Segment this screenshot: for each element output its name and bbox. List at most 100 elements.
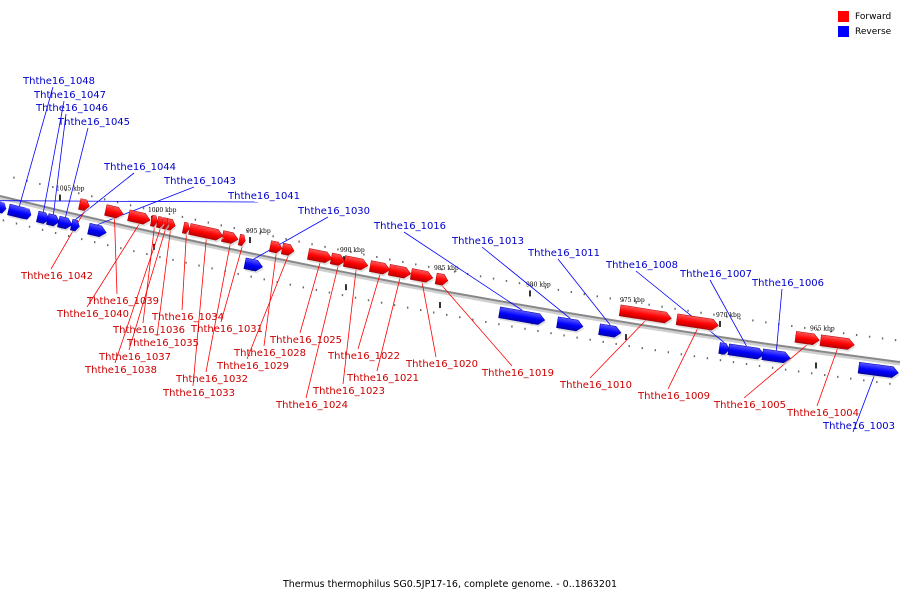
gene-label[interactable]: Ththe16_1010 xyxy=(559,380,632,391)
leader-line xyxy=(305,265,339,399)
gene-ththe16-1031[interactable] xyxy=(237,233,248,248)
gene-label[interactable]: Ththe16_1032 xyxy=(175,374,248,385)
gene-label[interactable]: Ththe16_1035 xyxy=(126,338,199,349)
gene-label[interactable]: Ththe16_1023 xyxy=(312,386,385,397)
gene-ththe16-1023[interactable] xyxy=(342,255,371,274)
gene-ththe16-1042[interactable] xyxy=(78,198,92,214)
gene-ththe16-1030[interactable] xyxy=(243,257,265,275)
gene-label[interactable]: Ththe16_1030 xyxy=(297,206,370,217)
gene-ththe16-1032[interactable] xyxy=(221,230,241,247)
gene-label[interactable]: Ththe16_1003 xyxy=(822,421,895,432)
gene-label[interactable]: Ththe16_1031 xyxy=(190,324,263,335)
gene-label[interactable]: Ththe16_1047 xyxy=(33,90,106,101)
track-dot xyxy=(302,286,305,289)
gene-label[interactable]: Ththe16_1042 xyxy=(20,271,93,282)
track-dot xyxy=(259,232,261,235)
gene-ththe16-1005[interactable] xyxy=(794,331,822,347)
gene-label[interactable]: Ththe16_1009 xyxy=(637,391,710,402)
gene-ththe16-1007[interactable] xyxy=(727,343,767,362)
gene-label[interactable]: Ththe16_1008 xyxy=(605,260,678,271)
gene-ththe16-1047[interactable] xyxy=(36,210,52,227)
gene-ththe16-1038[interactable] xyxy=(155,216,166,231)
track-dot xyxy=(628,345,630,348)
gene-label[interactable]: Ththe16_1022 xyxy=(327,351,400,362)
gene-ththe16-1044[interactable] xyxy=(70,218,82,234)
gene-label[interactable]: Ththe16_1013 xyxy=(451,236,524,247)
gene-label[interactable]: Ththe16_1033 xyxy=(162,388,235,399)
track-dot xyxy=(289,283,292,286)
gene-ththe16-1021[interactable] xyxy=(387,264,414,281)
track-dot xyxy=(713,313,715,316)
track-dot xyxy=(194,218,197,221)
gene-label[interactable]: Ththe16_1025 xyxy=(269,335,342,346)
gene-ththe16-1046[interactable] xyxy=(46,213,62,230)
gene-label[interactable]: Ththe16_1019 xyxy=(481,368,554,379)
gene-label[interactable]: Ththe16_1045 xyxy=(57,117,130,128)
gene-label[interactable]: Ththe16_1011 xyxy=(527,248,600,259)
gene-label[interactable]: Ththe16_1043 xyxy=(163,176,236,187)
gene-ththe16-1006[interactable] xyxy=(761,348,793,366)
track-dot xyxy=(54,231,57,234)
track-dot xyxy=(133,250,135,253)
track-dot xyxy=(550,332,552,335)
gene-ththe16-1043[interactable] xyxy=(87,222,109,240)
gene-label[interactable]: Ththe16_1037 xyxy=(98,352,171,363)
gene-ththe16-1028[interactable] xyxy=(268,240,285,256)
leader-line xyxy=(557,258,611,326)
gene-ththe16-1022[interactable] xyxy=(368,260,393,278)
gene-ththe16-1011[interactable] xyxy=(598,323,623,341)
leader-line xyxy=(421,281,437,358)
gene-ththe16-1004[interactable] xyxy=(819,334,857,353)
track-dot xyxy=(315,288,318,291)
gene-ththe16-1025[interactable] xyxy=(307,248,335,266)
gene-label[interactable]: Ththe16_1021 xyxy=(346,373,419,384)
track-dot xyxy=(824,374,826,377)
gene-label[interactable]: Ththe16_1040 xyxy=(56,309,129,320)
track-dot xyxy=(453,270,456,273)
gene-ththe16-1003[interactable] xyxy=(857,361,900,380)
gene-label[interactable]: Ththe16_1005 xyxy=(713,400,786,411)
gene-label[interactable]: Ththe16_1036 xyxy=(112,325,185,336)
gene-ththe16-1013[interactable] xyxy=(556,316,585,334)
gene-label[interactable]: Ththe16_1044 xyxy=(103,162,176,173)
kbp-tick-label: 995 kbp xyxy=(246,228,271,235)
leader-line xyxy=(192,238,207,387)
gene-label[interactable]: Ththe16_1034 xyxy=(151,312,224,323)
gene-label[interactable]: Ththe16_1024 xyxy=(275,400,348,411)
gene-label[interactable]: Ththe16_1020 xyxy=(405,359,478,370)
gene-label[interactable]: Ththe16_1046 xyxy=(35,103,108,114)
gene-label[interactable]: Ththe16_1028 xyxy=(233,348,306,359)
gene-label[interactable]: Ththe16_1029 xyxy=(216,361,289,372)
track-dot xyxy=(41,228,44,231)
gene-ththe16-1019[interactable] xyxy=(434,272,451,288)
track-dot xyxy=(829,330,832,333)
gene-ththe16-1009[interactable] xyxy=(675,313,721,333)
kbp-tick-label: 990 kbp xyxy=(340,247,365,254)
gene-label[interactable]: Ththe16_1048 xyxy=(22,76,95,87)
gene-ththe16-1008[interactable] xyxy=(718,342,731,358)
track-dot xyxy=(524,327,526,330)
track-dot xyxy=(602,340,604,343)
gene-ththe16-1040[interactable] xyxy=(127,209,153,228)
gene-label[interactable]: Ththe16_1007 xyxy=(679,269,752,280)
gene-ththe16-1029[interactable] xyxy=(280,242,297,258)
gene-ththe16-1045[interactable] xyxy=(57,215,75,232)
gene-label[interactable]: Ththe16_1038 xyxy=(84,365,157,376)
gene-ththe16-1020[interactable] xyxy=(409,268,435,285)
gene-label[interactable]: Ththe16_1004 xyxy=(786,408,859,419)
gene-ththe16-1033[interactable] xyxy=(188,223,225,244)
kbp-tick-label: 980 kbp xyxy=(526,281,551,288)
gene-label[interactable]: Ththe16_1039 xyxy=(86,296,159,307)
gene-ththe16-1010[interactable] xyxy=(618,304,674,326)
gene-ththe16-1039[interactable] xyxy=(104,204,126,222)
gene-ththe16-1024[interactable] xyxy=(329,252,348,269)
track-dot xyxy=(635,301,637,304)
gene-label[interactable]: Ththe16_1041 xyxy=(227,191,300,202)
track-dot xyxy=(389,258,391,261)
track-dot xyxy=(544,286,547,289)
gene-ththe16-1016[interactable] xyxy=(498,306,547,328)
gene-label[interactable]: Ththe16_1006 xyxy=(751,278,824,289)
gene-label[interactable]: Ththe16_1016 xyxy=(373,221,446,232)
track-dot xyxy=(116,201,119,204)
leader-line xyxy=(342,269,357,385)
